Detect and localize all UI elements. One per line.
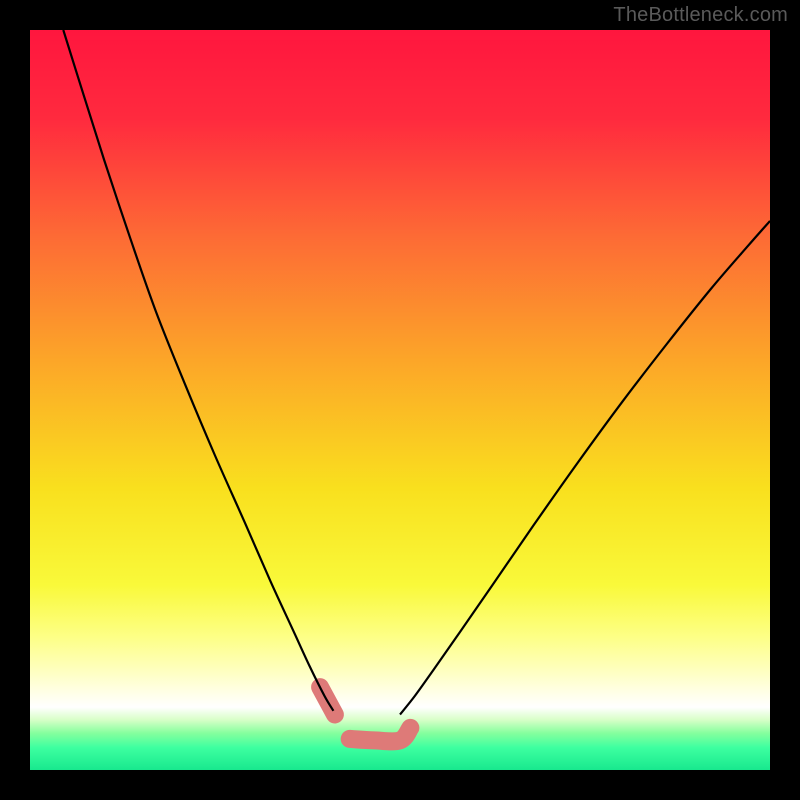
curves-layer (30, 30, 770, 770)
bottleneck-curve-left (63, 30, 333, 711)
highlight-segment (350, 728, 411, 742)
bottleneck-curve-right (400, 221, 770, 715)
plot-area (30, 30, 770, 770)
watermark-text: TheBottleneck.com (613, 4, 788, 27)
